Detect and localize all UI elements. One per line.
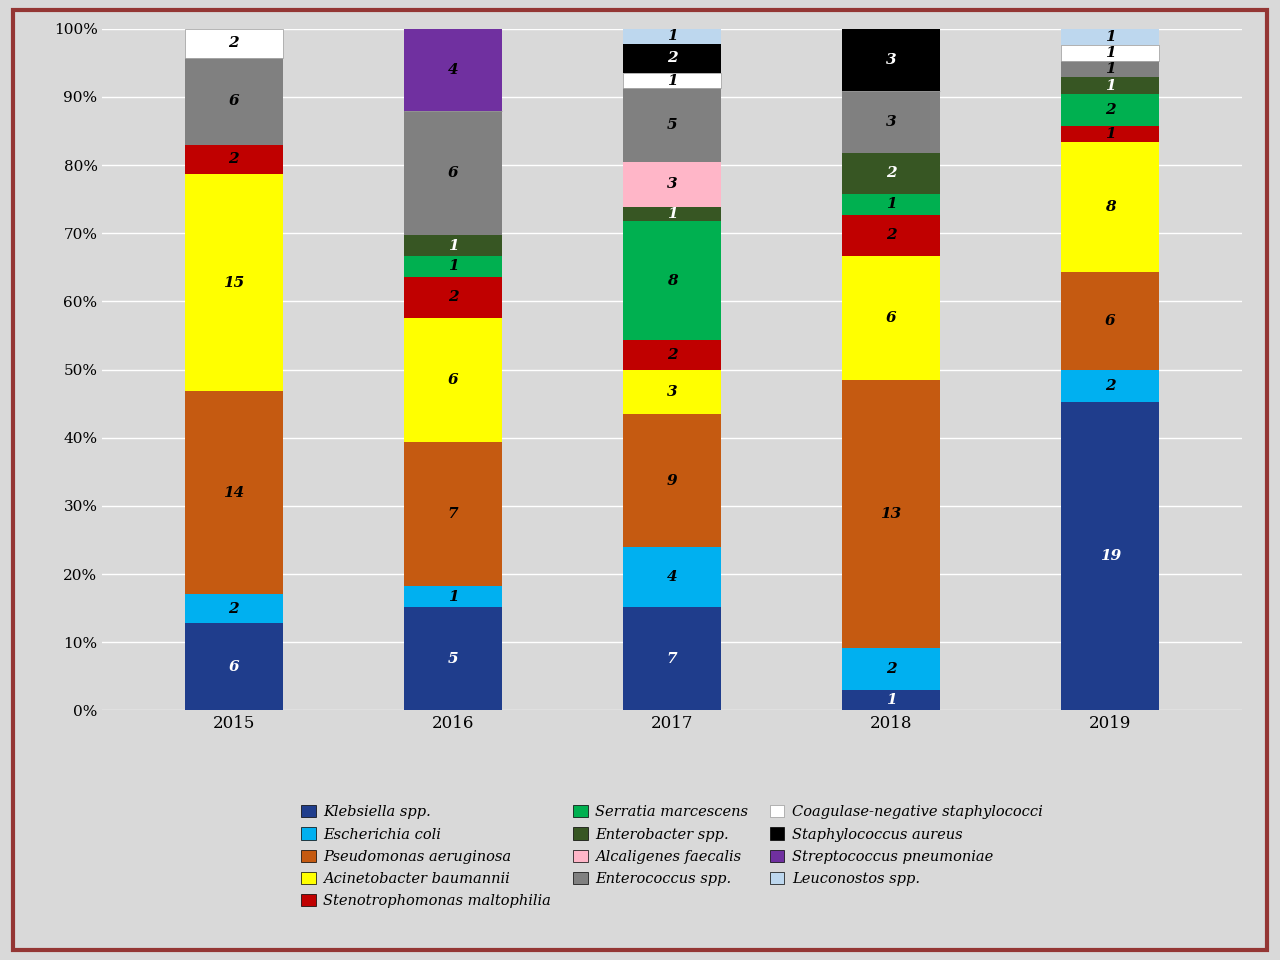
Bar	[1061, 402, 1160, 710]
Text: 2: 2	[1105, 379, 1115, 393]
Bar	[184, 58, 283, 145]
Text: 1: 1	[1105, 128, 1115, 141]
Bar	[403, 607, 502, 710]
Bar	[622, 340, 722, 370]
Bar	[842, 215, 941, 256]
Text: 1: 1	[1105, 30, 1115, 44]
Bar	[403, 276, 502, 318]
Text: 6: 6	[1105, 314, 1115, 328]
Bar	[842, 29, 941, 91]
Bar	[184, 29, 283, 58]
Text: 4: 4	[667, 570, 677, 584]
Text: 8: 8	[1105, 201, 1115, 214]
Bar	[184, 392, 283, 594]
Bar	[622, 29, 722, 43]
Text: 6: 6	[448, 166, 458, 180]
Bar	[403, 442, 502, 587]
Bar	[1061, 61, 1160, 78]
Text: 6: 6	[229, 660, 239, 674]
Bar	[1061, 29, 1160, 45]
Bar	[1061, 94, 1160, 126]
Text: 3: 3	[667, 385, 677, 398]
Bar	[842, 380, 941, 648]
Bar	[622, 607, 722, 710]
Bar	[403, 318, 502, 442]
Bar	[842, 648, 941, 689]
Text: 19: 19	[1100, 549, 1121, 564]
Bar	[1061, 45, 1160, 61]
Bar	[622, 222, 722, 340]
Text: 3: 3	[886, 115, 896, 129]
Text: 1: 1	[448, 259, 458, 274]
Text: 4: 4	[448, 63, 458, 77]
Text: 6: 6	[448, 372, 458, 387]
Bar	[403, 111, 502, 235]
Bar	[622, 414, 722, 547]
Bar	[842, 689, 941, 710]
Text: 2: 2	[229, 153, 239, 166]
Bar	[842, 256, 941, 380]
Text: 2: 2	[667, 52, 677, 65]
Bar	[1061, 78, 1160, 94]
Bar	[622, 370, 722, 414]
Text: 14: 14	[223, 486, 244, 500]
Text: 2: 2	[886, 662, 896, 676]
Bar	[1061, 126, 1160, 142]
Bar	[403, 235, 502, 256]
Text: 5: 5	[667, 118, 677, 132]
Bar	[403, 29, 502, 111]
Bar	[1061, 142, 1160, 273]
Text: 1: 1	[886, 693, 896, 708]
Bar	[622, 162, 722, 206]
Bar	[1061, 273, 1160, 370]
Text: 2: 2	[448, 290, 458, 304]
Bar	[842, 194, 941, 215]
Text: 1: 1	[886, 198, 896, 211]
Text: 8: 8	[667, 274, 677, 288]
Text: 3: 3	[667, 178, 677, 191]
Bar	[622, 547, 722, 607]
Text: 9: 9	[667, 473, 677, 488]
Text: 1: 1	[1105, 46, 1115, 60]
Text: 6: 6	[229, 94, 239, 108]
Text: 3: 3	[886, 53, 896, 67]
Text: 2: 2	[667, 348, 677, 362]
Bar	[842, 91, 941, 153]
Bar	[622, 73, 722, 88]
Text: 2: 2	[1105, 103, 1115, 117]
Legend: Klebsiella spp., Escherichia coli, Pseudomonas aeruginosa, Acinetobacter baumann: Klebsiella spp., Escherichia coli, Pseud…	[296, 800, 1048, 914]
Text: 1: 1	[667, 29, 677, 43]
Text: 1: 1	[1105, 79, 1115, 92]
Text: 7: 7	[667, 652, 677, 665]
Text: 1: 1	[448, 589, 458, 604]
Bar	[622, 43, 722, 73]
Text: 1: 1	[667, 207, 677, 221]
Bar	[184, 623, 283, 710]
Bar	[184, 174, 283, 392]
Bar	[622, 88, 722, 162]
Text: 1: 1	[1105, 62, 1115, 77]
Text: 15: 15	[223, 276, 244, 290]
Text: 2: 2	[229, 36, 239, 50]
Bar	[403, 256, 502, 276]
Bar	[184, 594, 283, 623]
Text: 6: 6	[886, 311, 896, 325]
Bar	[184, 145, 283, 174]
Text: 7: 7	[448, 507, 458, 521]
Text: 1: 1	[448, 239, 458, 252]
Bar	[403, 587, 502, 607]
Bar	[842, 153, 941, 194]
Bar	[622, 206, 722, 222]
Text: 2: 2	[886, 228, 896, 242]
Text: 5: 5	[448, 652, 458, 666]
Text: 1: 1	[667, 74, 677, 87]
Text: 2: 2	[886, 166, 896, 180]
Text: 2: 2	[229, 602, 239, 616]
Text: 13: 13	[881, 507, 901, 521]
Bar	[1061, 370, 1160, 402]
